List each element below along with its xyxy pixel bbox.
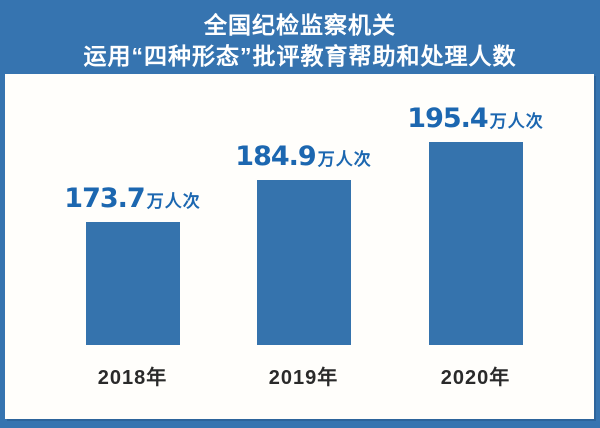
bar-value-number: 195.4	[407, 103, 488, 134]
bar-value-unit: 万人次	[146, 192, 201, 211]
title-line-2: 运用“四种形态”批评教育帮助和处理人数	[83, 43, 517, 69]
bar	[428, 142, 523, 345]
bar-group: 173.7 万人次 2018年	[48, 185, 218, 389]
chart-title: 全国纪检监察机关 运用“四种形态”批评教育帮助和处理人数	[0, 0, 600, 72]
bar	[256, 180, 351, 345]
bar-value-label: 184.9 万人次	[235, 143, 371, 170]
bar-chart: 173.7 万人次 2018年 184.9 万人次 2019年 195.4 万人次 2020年	[5, 74, 594, 419]
bar-value-number: 184.9	[235, 141, 316, 172]
x-axis-label: 2018年	[97, 367, 168, 389]
bar-group: 195.4 万人次 2020年	[391, 105, 561, 389]
bar-value-number: 173.7	[64, 183, 145, 214]
bar-value-unit: 万人次	[317, 150, 372, 169]
title-line-1: 全国纪检监察机关	[204, 12, 396, 38]
bar-value-unit: 万人次	[489, 112, 544, 131]
bar-value-label: 195.4 万人次	[407, 105, 543, 132]
bar-group: 184.9 万人次 2019年	[219, 143, 389, 389]
x-axis-label: 2020年	[440, 367, 511, 389]
bar	[85, 222, 180, 345]
x-axis-label: 2019年	[268, 367, 339, 389]
bar-value-label: 173.7 万人次	[64, 185, 200, 212]
chart-panel: 173.7 万人次 2018年 184.9 万人次 2019年 195.4 万人次 2020年	[5, 74, 594, 419]
